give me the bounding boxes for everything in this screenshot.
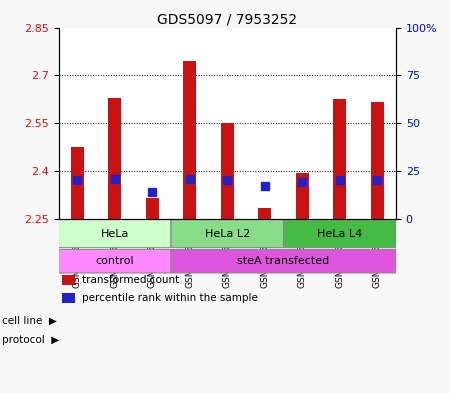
Bar — [333, 99, 346, 219]
Text: HeLa: HeLa — [100, 229, 129, 239]
Bar — [296, 173, 309, 219]
Bar — [62, 294, 76, 303]
Bar — [62, 275, 76, 285]
Bar — [71, 147, 84, 219]
Title: GDS5097 / 7953252: GDS5097 / 7953252 — [157, 12, 297, 26]
Bar — [258, 208, 271, 219]
Text: transformed count: transformed count — [82, 275, 180, 285]
FancyBboxPatch shape — [284, 220, 396, 248]
FancyBboxPatch shape — [171, 220, 284, 248]
Text: control: control — [95, 256, 134, 266]
Bar — [183, 61, 196, 219]
Text: percentile rank within the sample: percentile rank within the sample — [82, 293, 258, 303]
Text: cell line  ▶: cell line ▶ — [2, 315, 57, 325]
FancyBboxPatch shape — [58, 249, 171, 273]
Bar — [108, 97, 122, 219]
Text: steA transfected: steA transfected — [238, 256, 329, 266]
Bar — [371, 103, 384, 219]
FancyBboxPatch shape — [171, 249, 396, 273]
Text: protocol  ▶: protocol ▶ — [2, 335, 59, 345]
Text: HeLa L2: HeLa L2 — [205, 229, 250, 239]
FancyBboxPatch shape — [58, 220, 171, 248]
Bar — [220, 123, 234, 219]
Bar — [146, 198, 159, 219]
Text: HeLa L4: HeLa L4 — [317, 229, 362, 239]
